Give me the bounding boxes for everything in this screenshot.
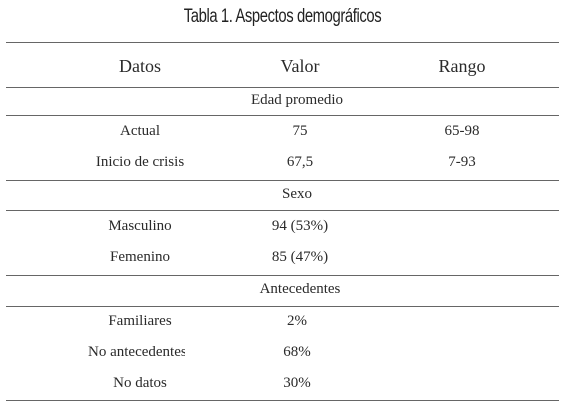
section-rule xyxy=(6,306,559,307)
column-header-datos: Datos xyxy=(119,56,161,76)
section-label-antecedentes: Antecedentes xyxy=(259,281,341,297)
section-rule xyxy=(6,115,559,116)
row-label: Femenino xyxy=(110,249,170,265)
row-value: 75 xyxy=(292,123,308,139)
row-value: 85 (47%) xyxy=(271,249,329,265)
column-header-valor: Valor xyxy=(280,56,320,76)
row-value: 2% xyxy=(287,313,307,329)
row-label: Inicio de crisis xyxy=(95,154,185,170)
row-label: No datos xyxy=(113,375,167,391)
table-title: Tabla 1. Aspectos demográficos xyxy=(183,6,382,27)
row-value: 30% xyxy=(283,375,311,391)
header-rule xyxy=(6,87,559,88)
column-header-rango: Rango xyxy=(438,56,486,76)
section-label-edad: Edad promedio xyxy=(250,92,344,108)
section-label-sexo: Sexo xyxy=(282,186,312,202)
section-rule xyxy=(6,275,559,276)
section-rule xyxy=(6,180,559,181)
bottom-rule xyxy=(6,400,559,401)
row-label: Familiares xyxy=(108,313,172,329)
row-value: 94 (53%) xyxy=(271,218,329,234)
row-label: Masculino xyxy=(108,218,172,234)
row-range: 7-93 xyxy=(448,154,476,170)
top-rule xyxy=(6,42,559,43)
row-value: 68% xyxy=(283,344,311,360)
row-range: 65-98 xyxy=(444,123,480,139)
row-label: Actual xyxy=(120,123,160,139)
row-label: No antecedentes xyxy=(88,344,185,360)
section-rule xyxy=(6,210,559,211)
row-value: 67,5 xyxy=(286,154,314,170)
